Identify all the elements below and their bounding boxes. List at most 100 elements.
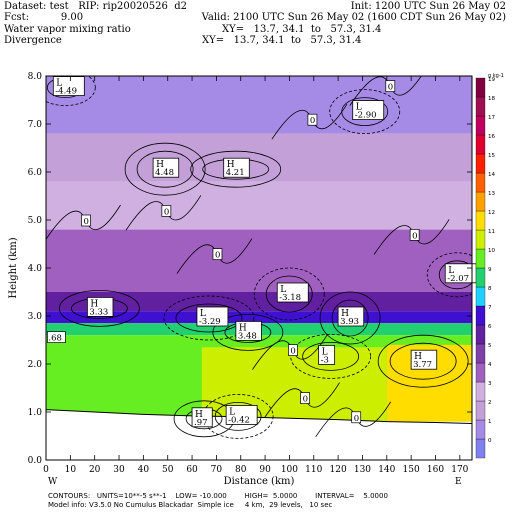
colorbar-swatch-9 (475, 267, 486, 288)
x-tick-label-4: 40 (138, 465, 150, 475)
divergence-contour-5 (265, 275, 313, 313)
colorbar-label-15: 15 (488, 153, 495, 159)
extremum-label-value-1: -2.90 (355, 111, 377, 121)
x-tick-label-0: 0 (43, 465, 49, 475)
divergence-contour-outer-4 (426, 252, 472, 298)
extremum-label-kind-5: L (280, 285, 286, 295)
colorbar-label-13: 13 (488, 191, 495, 197)
extremum-label-value-10: -3 (321, 355, 329, 365)
colorbar-swatch-12 (475, 210, 486, 231)
x-tick-label-13: 130 (354, 465, 371, 475)
zero-label-box-6 (288, 344, 298, 356)
extremum-label-box-8 (337, 306, 365, 327)
colorbar-label-18: 18 (488, 96, 495, 102)
extremum-label-box-7 (196, 306, 229, 327)
zero-label-text-8: 0 (354, 414, 359, 424)
y-tick-label-8: 8.0 (28, 72, 43, 82)
footer-model-info: Model info: V3.5.0 No Cumulus Blackadar … (48, 501, 333, 509)
extremum-label-value-5: -3.18 (279, 293, 301, 303)
colorbar-label-16: 16 (488, 134, 495, 140)
colorbar-label-19: 19 (488, 77, 495, 83)
divergence-contour-outer-1 (329, 89, 401, 134)
extremum-label-box-0 (52, 76, 85, 96)
moisture-layer-3 (46, 229, 472, 292)
extremum-label-value-0: -4.49 (55, 87, 77, 97)
colorbar-label-14: 14 (488, 172, 495, 178)
terrain (46, 409, 472, 460)
x-tick-label-16: 160 (427, 465, 444, 475)
extremum-label-9: H3.48 (235, 320, 262, 341)
colorbar-swatch-16 (475, 134, 486, 155)
extremum-label-box-5 (276, 282, 309, 303)
x-axis-label: Distance (km) (224, 476, 295, 487)
x-tick-label-3: 30 (113, 465, 125, 475)
divergence-contour-4 (438, 260, 472, 290)
extremum-label-box-1 (352, 100, 385, 120)
x-tick-label-17: 170 (451, 465, 468, 475)
zero-label-text-5: 0 (412, 231, 417, 241)
divergence-contour-outer-11 (377, 334, 469, 388)
y-tick-label-2: 2.0 (28, 360, 43, 370)
extremum-label-box-6 (86, 296, 114, 317)
zero-label-8: 0 (351, 411, 362, 424)
edge-label: .68 (47, 331, 66, 344)
colorbar-swatch-18 (475, 96, 486, 117)
zero-label-box-8 (351, 411, 362, 424)
header-line2-right: Valid: 2100 UTC Sun 26 May 02 (1600 CDT … (201, 12, 506, 23)
extremum-label-box-12 (191, 407, 213, 428)
extremum-label-kind-6: H (90, 299, 98, 309)
zero-label-1: 0 (161, 205, 172, 217)
extremum-label-10: L-3 (318, 344, 336, 365)
x-tick-label-8: 80 (235, 465, 247, 475)
zero-label-text-7: 0 (303, 395, 308, 405)
extremum-label-5: L-3.18 (276, 282, 309, 303)
extremum-label-13: L-0.42 (225, 404, 258, 425)
extremum-label-0: L-4.49 (52, 76, 85, 97)
colorbar-swatch-11 (475, 229, 486, 250)
colorbar-label-12: 12 (488, 210, 495, 216)
divergence-contour-2 (136, 150, 194, 188)
extremum-label-box-10 (318, 344, 336, 365)
zero-label-text-2: 0 (310, 116, 315, 126)
moisture-layer-5 (46, 311, 472, 324)
zero-label-4: 0 (212, 248, 223, 261)
colorbar-label-1: 1 (488, 419, 492, 425)
extremum-label-box-2 (152, 157, 180, 178)
footer-contours: CONTOURS: UNITS=10**-5 s**-1 LOW= -10.00… (48, 492, 388, 500)
divergence-contour-outer-8 (319, 291, 381, 345)
y-tick-label-3: 3.0 (28, 312, 43, 322)
extremum-label-kind-0: L (56, 79, 62, 89)
y-tick-label-7: 7.0 (28, 120, 43, 130)
extremum-label-kind-9: H (239, 323, 247, 333)
extremum-label-kind-8: H (341, 309, 349, 319)
zero-label-0: 0 (81, 214, 91, 227)
header-line1-left: Dataset: test RIP: rip20020526 d2 (4, 1, 187, 12)
colorbar-label-10: 10 (488, 248, 495, 254)
divergence-contour-outer-7 (163, 295, 255, 341)
moisture-layer-2 (46, 181, 472, 230)
divergence-contour-11 (389, 342, 457, 380)
zero-label-5: 0 (409, 229, 420, 241)
extremum-label-kind-4: L (448, 266, 454, 276)
divergence-contour-outer-3 (190, 150, 282, 188)
divergence-contour-outer-2 (124, 142, 206, 196)
extremum-label-box-11 (410, 349, 438, 370)
extremum-label-2: H4.48 (152, 157, 180, 178)
extremum-label-kind-3: H (227, 160, 235, 170)
x-tick-label-1: 10 (65, 465, 77, 475)
x-tick-label-11: 110 (305, 465, 322, 475)
zero-label-box-5 (409, 229, 420, 241)
x-tick-label-6: 60 (186, 465, 198, 475)
endpoint-left: W (48, 477, 58, 487)
colorbar-swatch-7 (475, 305, 486, 326)
zero-label-2: 0 (307, 113, 318, 126)
divergence-contour-outer-5 (253, 267, 325, 321)
colorbar-swatch-0 (475, 438, 486, 459)
colorbar-swatch-3 (475, 381, 486, 402)
colorbar-label-7: 7 (488, 305, 492, 311)
colorbar-swatch-6 (475, 324, 486, 345)
extremum-label-7: L-3.29 (196, 306, 229, 327)
zero-label-7: 0 (300, 392, 310, 405)
extremum-label-8: H3.93 (337, 306, 365, 327)
